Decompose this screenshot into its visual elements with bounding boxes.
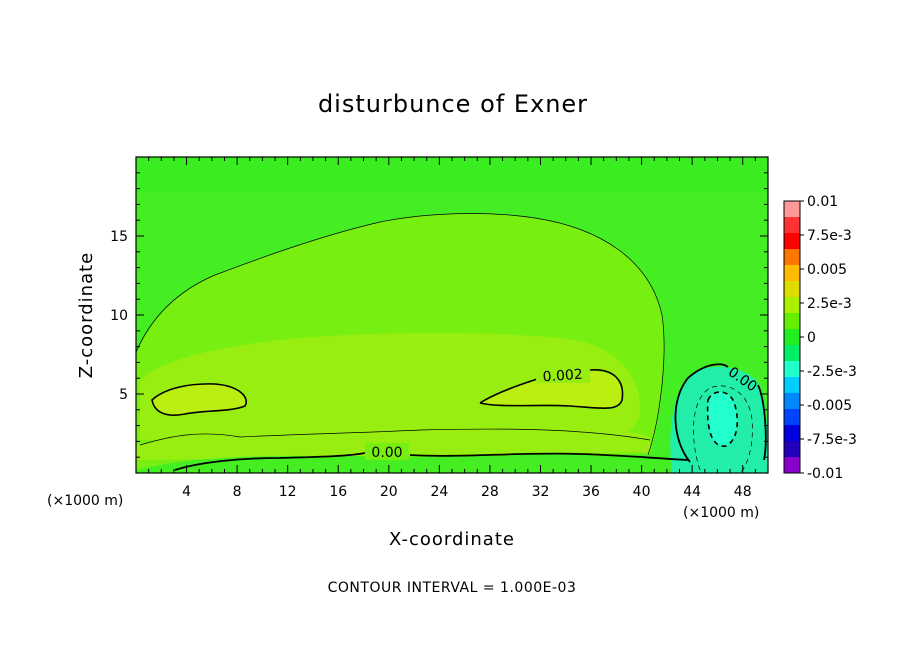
colorbar-label: 2.5e-3 (807, 296, 852, 312)
colorbar-swatch (784, 409, 800, 426)
footer-contour-interval: CONTOUR INTERVAL = 1.000E-03 (328, 580, 577, 596)
x-tick-label: 40 (633, 484, 651, 500)
x-tick-label: 20 (380, 484, 398, 500)
x-tick-label: 36 (582, 484, 600, 500)
y-tick-label: 10 (110, 308, 128, 324)
contour-line-negative-2 (706, 391, 739, 447)
x-axis-label: X-coordinate (389, 529, 515, 550)
x-tick-label: 4 (182, 484, 191, 500)
y-tick-label: 15 (110, 229, 128, 245)
contour-line-zero-right (674, 363, 767, 463)
colorbar (783, 200, 801, 474)
x-tick-label: 28 (481, 484, 499, 500)
contour-label-bg-1 (536, 366, 590, 383)
contour-line-left-blob (151, 383, 247, 416)
colorbar-swatch (784, 249, 800, 266)
x-tick-label: 44 (683, 484, 701, 500)
colorbar-swatch (784, 217, 800, 234)
y-axis-label: Z-coordinate (76, 252, 97, 379)
colorbar-swatch (784, 313, 800, 330)
region-negative-core (707, 392, 738, 447)
contour-label-1: 0.002 (542, 367, 583, 386)
x-unit-right: (×1000 m) (683, 505, 759, 521)
colorbar-swatch (784, 201, 800, 218)
colorbar-label: -7.5e-3 (807, 432, 857, 448)
contour-field: 0.002 0.00 0.00 (136, 157, 768, 473)
x-tick-label: 24 (430, 484, 448, 500)
colorbar-swatch (784, 329, 800, 346)
y-tick-label: 5 (119, 387, 128, 403)
colorbar-labels: 0.01 7.5e-3 0.005 2.5e-3 0 -2.5e-3 -0.005 -7.5e… (800, 194, 857, 482)
region-level-2 (140, 332, 640, 440)
colorbar-label: 0.01 (807, 194, 838, 210)
region-level-3-left (152, 383, 247, 416)
x-unit-left: (×1000 m) (47, 493, 123, 509)
colorbar-swatch (784, 425, 800, 442)
x-tick-label: 32 (532, 484, 550, 500)
colorbar-swatch (784, 457, 800, 474)
contour-line-negative-1 (693, 385, 753, 473)
colorbar-label: 7.5e-3 (807, 228, 852, 244)
colorbar-swatch (784, 281, 800, 298)
contour-line-lower (139, 428, 651, 446)
colorbar-swatch (784, 265, 800, 282)
contour-label-bg-2 (365, 443, 409, 460)
x-tick-label: 16 (329, 484, 347, 500)
x-tick-label: 48 (734, 484, 752, 500)
colorbar-swatch (784, 361, 800, 378)
contour-label-2: 0.00 (371, 445, 402, 461)
colorbar-swatch (784, 441, 800, 458)
colorbar-label: 0.005 (807, 262, 847, 278)
colorbar-label: -2.5e-3 (807, 364, 857, 380)
colorbar-swatch (784, 393, 800, 410)
region-level-2-strip (136, 418, 650, 460)
y-axis-ticks: 5 10 15 (110, 172, 768, 458)
x-axis-ticks: 4 8 12 16 20 24 28 32 36 40 44 48 (148, 157, 756, 500)
colorbar-swatch (784, 377, 800, 394)
contour-line-zero (174, 452, 689, 471)
colorbar-label: -0.01 (807, 466, 843, 482)
chart-title: disturbunce of Exner (318, 90, 588, 118)
colorbar-label: 0 (807, 330, 816, 346)
x-tick-label: 8 (233, 484, 242, 500)
colorbar-swatch (784, 345, 800, 362)
colorbar-swatch (784, 233, 800, 250)
colorbar-label: -0.005 (807, 398, 852, 414)
field-top-band (136, 157, 768, 193)
contour-line-outer (136, 213, 665, 456)
x-tick-label: 12 (279, 484, 297, 500)
colorbar-swatch (784, 297, 800, 314)
